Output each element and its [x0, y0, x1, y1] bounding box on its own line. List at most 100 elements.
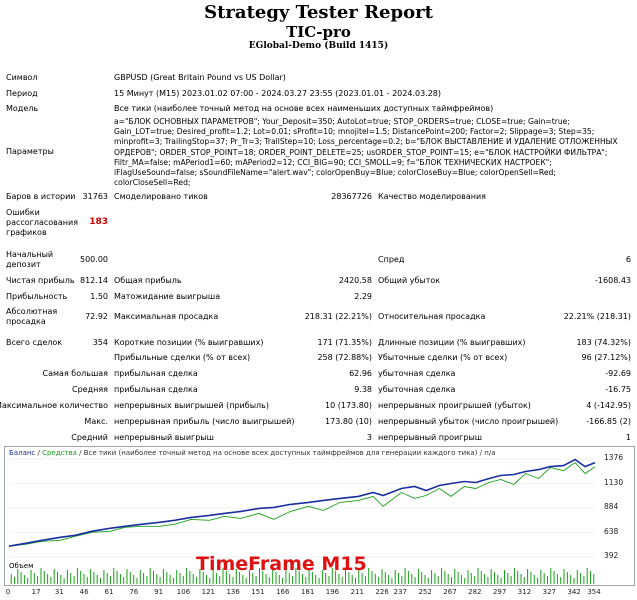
- y-tick-label: 392: [604, 551, 619, 560]
- model-label: Модель: [6, 104, 39, 113]
- symbol-label: Символ: [6, 73, 38, 82]
- volume-bar: [20, 572, 22, 584]
- volume-bar: [33, 573, 35, 584]
- volume-bar: [437, 576, 439, 584]
- volume-bar: [113, 568, 115, 584]
- maximal-cons-profit-label: непрерывная прибыль (число выигрышей): [114, 417, 295, 426]
- y-tick-label: 1130: [604, 477, 624, 487]
- average-label: Средняя: [72, 385, 108, 394]
- volume-label: Объем: [9, 562, 34, 570]
- period-label: Период: [6, 89, 38, 98]
- volume-bar: [464, 578, 466, 584]
- x-tick-label: 252: [418, 588, 432, 596]
- spread-label: Спред: [378, 255, 405, 264]
- volume-bar: [225, 571, 227, 584]
- volume-bar: [477, 568, 479, 584]
- volume-bar: [242, 575, 244, 584]
- deposit-label-1: Начальный: [6, 250, 54, 259]
- volume-bars: [10, 568, 595, 584]
- volume-bar: [255, 576, 257, 584]
- maximal-label: Макс.: [84, 417, 108, 426]
- volume-bar: [494, 572, 495, 584]
- volume-bar: [513, 568, 515, 584]
- abs-dd-label-2: просадка: [6, 317, 46, 326]
- volume-bar: [159, 577, 161, 584]
- volume-bar: [427, 578, 429, 584]
- x-tick-label: 91: [154, 588, 164, 596]
- loss-trades-value: 96 (27.12%): [581, 353, 631, 362]
- total-trades-value: 354: [92, 338, 108, 347]
- x-tick-label: 226: [375, 588, 389, 596]
- volume-bar: [573, 578, 575, 584]
- volume-bar: [325, 573, 327, 584]
- volume-bar: [407, 571, 409, 584]
- volume-bar: [153, 571, 154, 584]
- period-value: 15 Минут (M15) 2023.01.02 07:00 - 2024.0…: [114, 89, 442, 98]
- volume-bar: [540, 570, 542, 584]
- volume-bar: [14, 577, 15, 584]
- volume-bar: [146, 576, 148, 584]
- legend-equity: Средства: [42, 449, 77, 457]
- volume-bar: [593, 574, 595, 584]
- volume-bar: [143, 573, 145, 584]
- x-tick-label: 136: [226, 588, 240, 596]
- profit-trades-value: 258 (72.88%): [317, 353, 372, 362]
- volume-bar: [388, 575, 390, 584]
- volume-bar: [583, 576, 585, 584]
- volume-bar: [510, 576, 512, 584]
- volume-bar: [259, 568, 260, 584]
- volume-bar: [123, 577, 125, 584]
- quality-label: Качество моделирования: [378, 192, 486, 201]
- gross-profit-label: Общая прибыль: [114, 276, 182, 285]
- volume-bar: [149, 568, 151, 584]
- errors-label-3: графиков: [6, 228, 47, 237]
- profit-factor-label: Прибыльность: [6, 292, 68, 301]
- volume-bar: [106, 573, 108, 584]
- volume-bar: [169, 575, 171, 584]
- volume-bar: [384, 572, 386, 584]
- avg-cons-wins-label: непрерывный выигрыш: [114, 433, 214, 442]
- volume-bar: [431, 570, 433, 584]
- volume-bar: [335, 571, 337, 584]
- bars-label: Баров в истории: [6, 192, 76, 201]
- volume-bar: [249, 570, 250, 584]
- max-cons-losses-value: 4 (-142.95): [586, 401, 631, 410]
- volume-bar: [371, 571, 373, 584]
- long-positions-value: 183 (74.32%): [576, 338, 631, 347]
- y-tick-label: 1376: [604, 453, 624, 462]
- volume-bar: [10, 574, 12, 584]
- symbol-value: GBPUSD (Great Britain Pound vs US Dollar…: [114, 73, 286, 82]
- errors-label-1: Ошибки: [6, 208, 40, 217]
- volume-bar: [166, 572, 168, 584]
- params-label: Параметры: [6, 147, 54, 156]
- avg-cons-wins-value: 3: [366, 433, 372, 442]
- volume-bar: [457, 572, 459, 584]
- y-tick-label: 884: [604, 502, 619, 511]
- volume-bar: [424, 575, 426, 584]
- volume-bar: [315, 575, 317, 584]
- profit-factor-value: 1.50: [90, 292, 108, 301]
- volume-bar: [308, 569, 310, 584]
- max-cons-wins-label: непрерывных выигрышей (прибыль): [114, 401, 269, 410]
- volume-bar: [239, 572, 241, 584]
- balance-line: [8, 458, 596, 547]
- volume-bar: [37, 576, 39, 584]
- volume-bar: [129, 572, 131, 584]
- average-profit-label: прибыльная сделка: [114, 385, 198, 394]
- short-positions-label: Короткие позиции (% выигравших): [114, 338, 264, 347]
- volume-bar: [580, 573, 582, 584]
- volume-bar: [100, 578, 101, 584]
- volume-bar: [53, 569, 55, 584]
- expected-payoff-label: Матожидание выигрыша: [114, 292, 221, 301]
- volume-bar: [110, 576, 111, 584]
- max-dd-value: 218.31 (22.21%): [304, 312, 372, 321]
- volume-bar: [543, 573, 545, 584]
- spread-value: 6: [625, 255, 631, 264]
- volume-bar: [295, 568, 297, 584]
- volume-bar: [474, 576, 476, 584]
- net-profit-label: Чистая прибыль: [6, 276, 75, 285]
- volume-bar: [189, 571, 191, 584]
- volume-bar: [500, 578, 502, 584]
- deposit-label-2: депозит: [6, 260, 41, 269]
- volume-bar: [374, 574, 376, 584]
